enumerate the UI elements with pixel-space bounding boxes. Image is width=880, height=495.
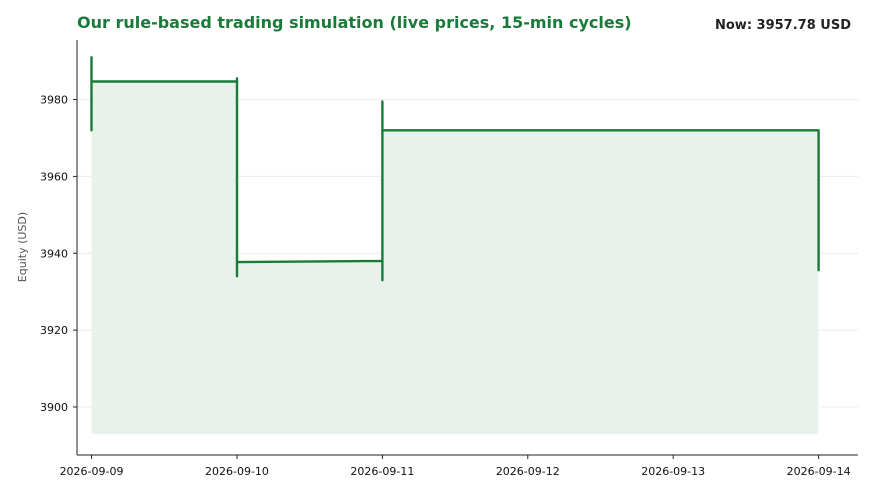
x-tick-label: 2026-09-12: [496, 465, 560, 478]
y-tick-label: 3900: [40, 401, 68, 414]
y-tick-label: 3940: [40, 247, 68, 260]
y-axis-label: Equity (USD): [16, 212, 29, 282]
x-axis-ticks: 2026-09-09 2026-09-10 2026-09-11 2026-09-12…: [60, 455, 851, 478]
y-tick-label: 3980: [40, 94, 68, 107]
equity-area-fill: [91, 81, 819, 434]
y-tick-label: 3960: [40, 170, 68, 183]
chart-title: Our rule-based trading simulation (live …: [77, 13, 632, 32]
x-tick-label: 2026-09-11: [350, 465, 414, 478]
equity-line: [90, 56, 820, 282]
current-equity-label: Now: 3957.78 USD: [715, 18, 851, 33]
x-tick-label: 2026-09-10: [205, 465, 269, 478]
x-tick-label: 2026-09-09: [60, 465, 124, 478]
y-tick-label: 3920: [40, 324, 68, 337]
x-tick-label: 2026-09-14: [787, 465, 851, 478]
y-axis-ticks: 3900 3920 3940 3960 3980: [40, 94, 77, 414]
x-tick-label: 2026-09-13: [641, 465, 705, 478]
